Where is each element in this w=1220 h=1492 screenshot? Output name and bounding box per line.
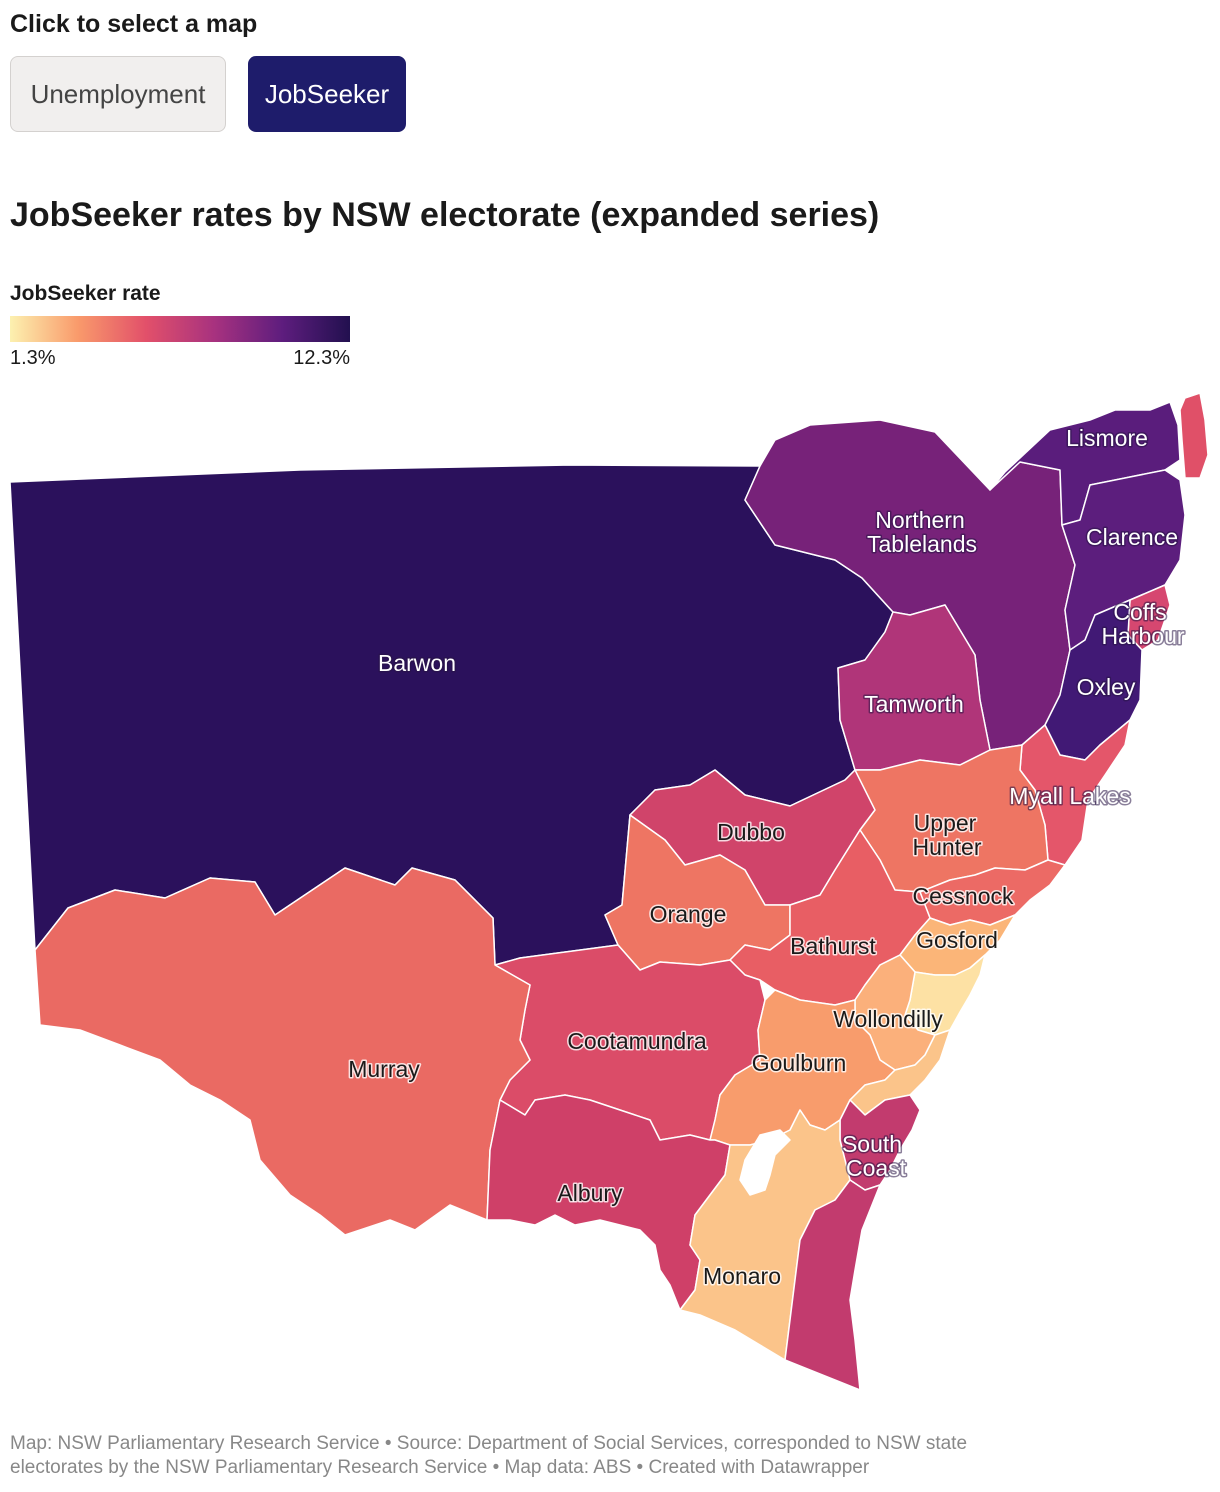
legend-title: JobSeeker rate xyxy=(10,282,161,305)
label-myall-lakes: Myall Lakes xyxy=(1009,783,1130,809)
legend-min-label: 1.3% xyxy=(10,347,56,369)
label-tamworth: Tamworth xyxy=(864,691,964,717)
label-cootamundra: Cootamundra xyxy=(567,1028,707,1054)
region-tweed[interactable] xyxy=(1179,392,1209,479)
nsw-electorate-map: Lismore Northern Tablelands Clarence Cof… xyxy=(9,392,1209,1391)
label-northern-tablelands-line1: Northern xyxy=(875,507,964,533)
label-upper-hunter-line2: Hunter xyxy=(912,834,981,860)
label-goulburn: Goulburn xyxy=(752,1050,847,1076)
label-orange: Orange xyxy=(650,901,727,927)
footer-line-2: electorates by the NSW Parliamentary Res… xyxy=(10,1457,870,1478)
label-wollondilly: Wollondilly xyxy=(833,1006,943,1032)
electorate-regions xyxy=(9,392,1209,1391)
label-gosford: Gosford xyxy=(916,927,998,953)
label-south-coast-line1: South xyxy=(842,1131,902,1157)
region-clarence[interactable] xyxy=(1061,469,1186,651)
label-clarence: Clarence xyxy=(1086,524,1178,550)
label-oxley: Oxley xyxy=(1077,674,1136,700)
label-cessnock: Cessnock xyxy=(913,883,1014,909)
label-murray: Murray xyxy=(348,1056,420,1082)
jobseeker-button[interactable]: JobSeeker xyxy=(248,56,406,132)
map-selector-label: Click to select a map xyxy=(10,10,258,38)
label-barwon: Barwon xyxy=(378,650,456,676)
label-upper-hunter-line1: Upper xyxy=(914,810,977,836)
footer-line-1: Map: NSW Parliamentary Research Service … xyxy=(10,1433,968,1454)
region-bega[interactable] xyxy=(784,1179,881,1391)
label-south-coast-line2: Coast xyxy=(846,1155,907,1181)
legend-max-label: 12.3% xyxy=(293,347,350,369)
label-lismore: Lismore xyxy=(1066,425,1148,451)
label-coffs-harbour-line1: Coffs xyxy=(1113,599,1166,625)
region-kiama[interactable] xyxy=(849,1029,951,1116)
label-bathurst: Bathurst xyxy=(790,933,876,959)
map-toggle-group: Unemployment JobSeeker xyxy=(10,56,406,132)
chart-title: JobSeeker rates by NSW electorate (expan… xyxy=(10,196,880,234)
act-enclave xyxy=(739,1129,791,1196)
label-dubbo: Dubbo xyxy=(717,819,785,845)
map-labels: Lismore Northern Tablelands Clarence Cof… xyxy=(347,424,1187,1291)
unemployment-button[interactable]: Unemployment xyxy=(10,56,226,132)
label-monaro: Monaro xyxy=(703,1263,781,1289)
region-murray[interactable] xyxy=(34,867,531,1236)
label-albury: Albury xyxy=(557,1180,623,1206)
map-source-footer: Map: NSW Parliamentary Research Service … xyxy=(10,1432,1190,1480)
label-northern-tablelands-line2: Tablelands xyxy=(867,531,977,557)
region-lismore[interactable] xyxy=(989,401,1181,526)
legend-color-bar xyxy=(10,316,350,342)
label-coffs-harbour-line2: Harbour xyxy=(1101,623,1184,649)
